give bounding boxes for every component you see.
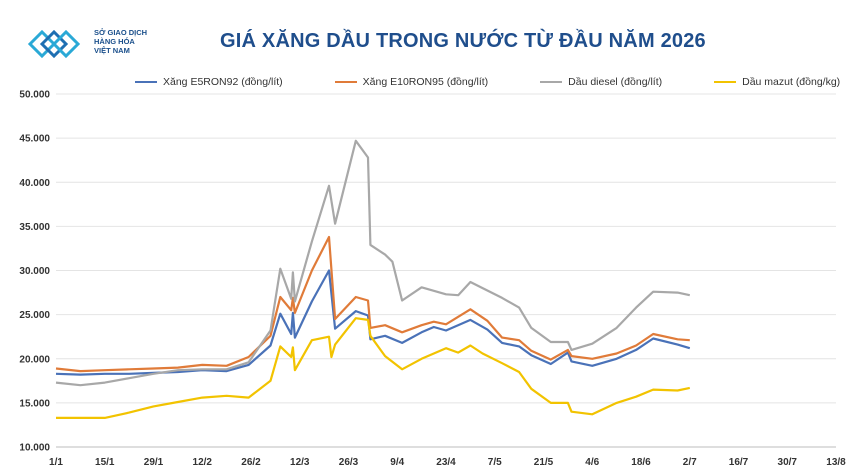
x-tick-label: 21/5 xyxy=(534,457,554,468)
series-line-1 xyxy=(55,235,690,373)
y-tick-label: 45.000 xyxy=(19,134,50,145)
logo-line-3: VIỆT NAM xyxy=(94,46,130,55)
y-tick-label: 15.000 xyxy=(19,398,50,409)
x-tick-label: 1/1 xyxy=(49,457,63,468)
legend-swatch-diesel xyxy=(540,81,563,83)
legend-swatch-e10 xyxy=(334,81,357,83)
x-tick-label: 12/2 xyxy=(193,457,213,468)
x-tick-label: 16/7 xyxy=(729,457,749,468)
series-line-3 xyxy=(56,317,691,419)
exchange-logo: SỞ GIAO DỊCH HÀNG HÓA VIỆT NAM xyxy=(26,24,176,64)
legend-item-diesel: Dầu diesel (đồng/lít) xyxy=(540,76,662,88)
legend-swatch-mazut xyxy=(714,81,737,83)
logo-line-1: SỞ GIAO DỊCH xyxy=(94,28,148,37)
legend-label-mazut: Dầu mazut (đồng/kg) xyxy=(742,76,841,88)
x-tick-label: 7/5 xyxy=(488,457,502,468)
y-tick-label: 35.000 xyxy=(19,222,50,233)
logo-line-2: HÀNG HÓA xyxy=(94,37,135,46)
legend-label-diesel: Dầu diesel (đồng/lít) xyxy=(568,76,663,88)
legend-label-e5: Xăng E5RON92 (đồng/lít) xyxy=(163,76,283,88)
x-tick-label: 26/3 xyxy=(339,457,359,468)
y-tick-label: 20.000 xyxy=(19,354,50,365)
y-tick-label: 30.000 xyxy=(19,266,50,277)
logo-text: SỞ GIAO DỊCH HÀNG HÓA VIỆT NAM xyxy=(94,28,147,55)
legend-item-mazut: Dầu mazut (đồng/kg) xyxy=(714,76,840,88)
chart-title: GIÁ XĂNG DẦU TRONG NƯỚC TỪ ĐẦU NĂM 2026 xyxy=(220,30,706,52)
legend-item-e10: Xăng E10RON95 (đồng/lít) xyxy=(334,76,489,88)
x-tick-label: 15/1 xyxy=(95,457,115,468)
x-tick-label: 29/1 xyxy=(144,457,164,468)
x-tick-label: 23/4 xyxy=(436,457,456,468)
x-tick-label: 12/3 xyxy=(290,457,310,468)
x-tick-label: 9/4 xyxy=(390,457,404,468)
series-line-2 xyxy=(55,139,691,387)
y-tick-label: 50.000 xyxy=(19,90,50,101)
series-line-0 xyxy=(55,269,691,376)
legend-label-e10: Xăng E10RON95 (đồng/lít) xyxy=(362,76,489,88)
x-tick-label: 30/7 xyxy=(778,457,798,468)
x-tick-label: 13/8 xyxy=(826,457,846,468)
legend-item-e5: Xăng E5RON92 (đồng/lít) xyxy=(135,76,283,88)
chart-legend: Xăng E5RON92 (đồng/lít) Xăng E10RON95 (đ… xyxy=(135,76,840,88)
y-tick-label: 25.000 xyxy=(19,310,50,321)
y-tick-label: 40.000 xyxy=(19,178,50,189)
logo-mark-icon xyxy=(27,29,81,59)
legend-swatch-e5 xyxy=(135,81,157,83)
x-tick-label: 18/6 xyxy=(631,457,651,468)
x-tick-label: 26/2 xyxy=(241,457,261,468)
x-tick-label: 2/7 xyxy=(683,457,697,468)
y-tick-label: 10.000 xyxy=(19,443,50,454)
x-tick-label: 4/6 xyxy=(585,457,599,468)
